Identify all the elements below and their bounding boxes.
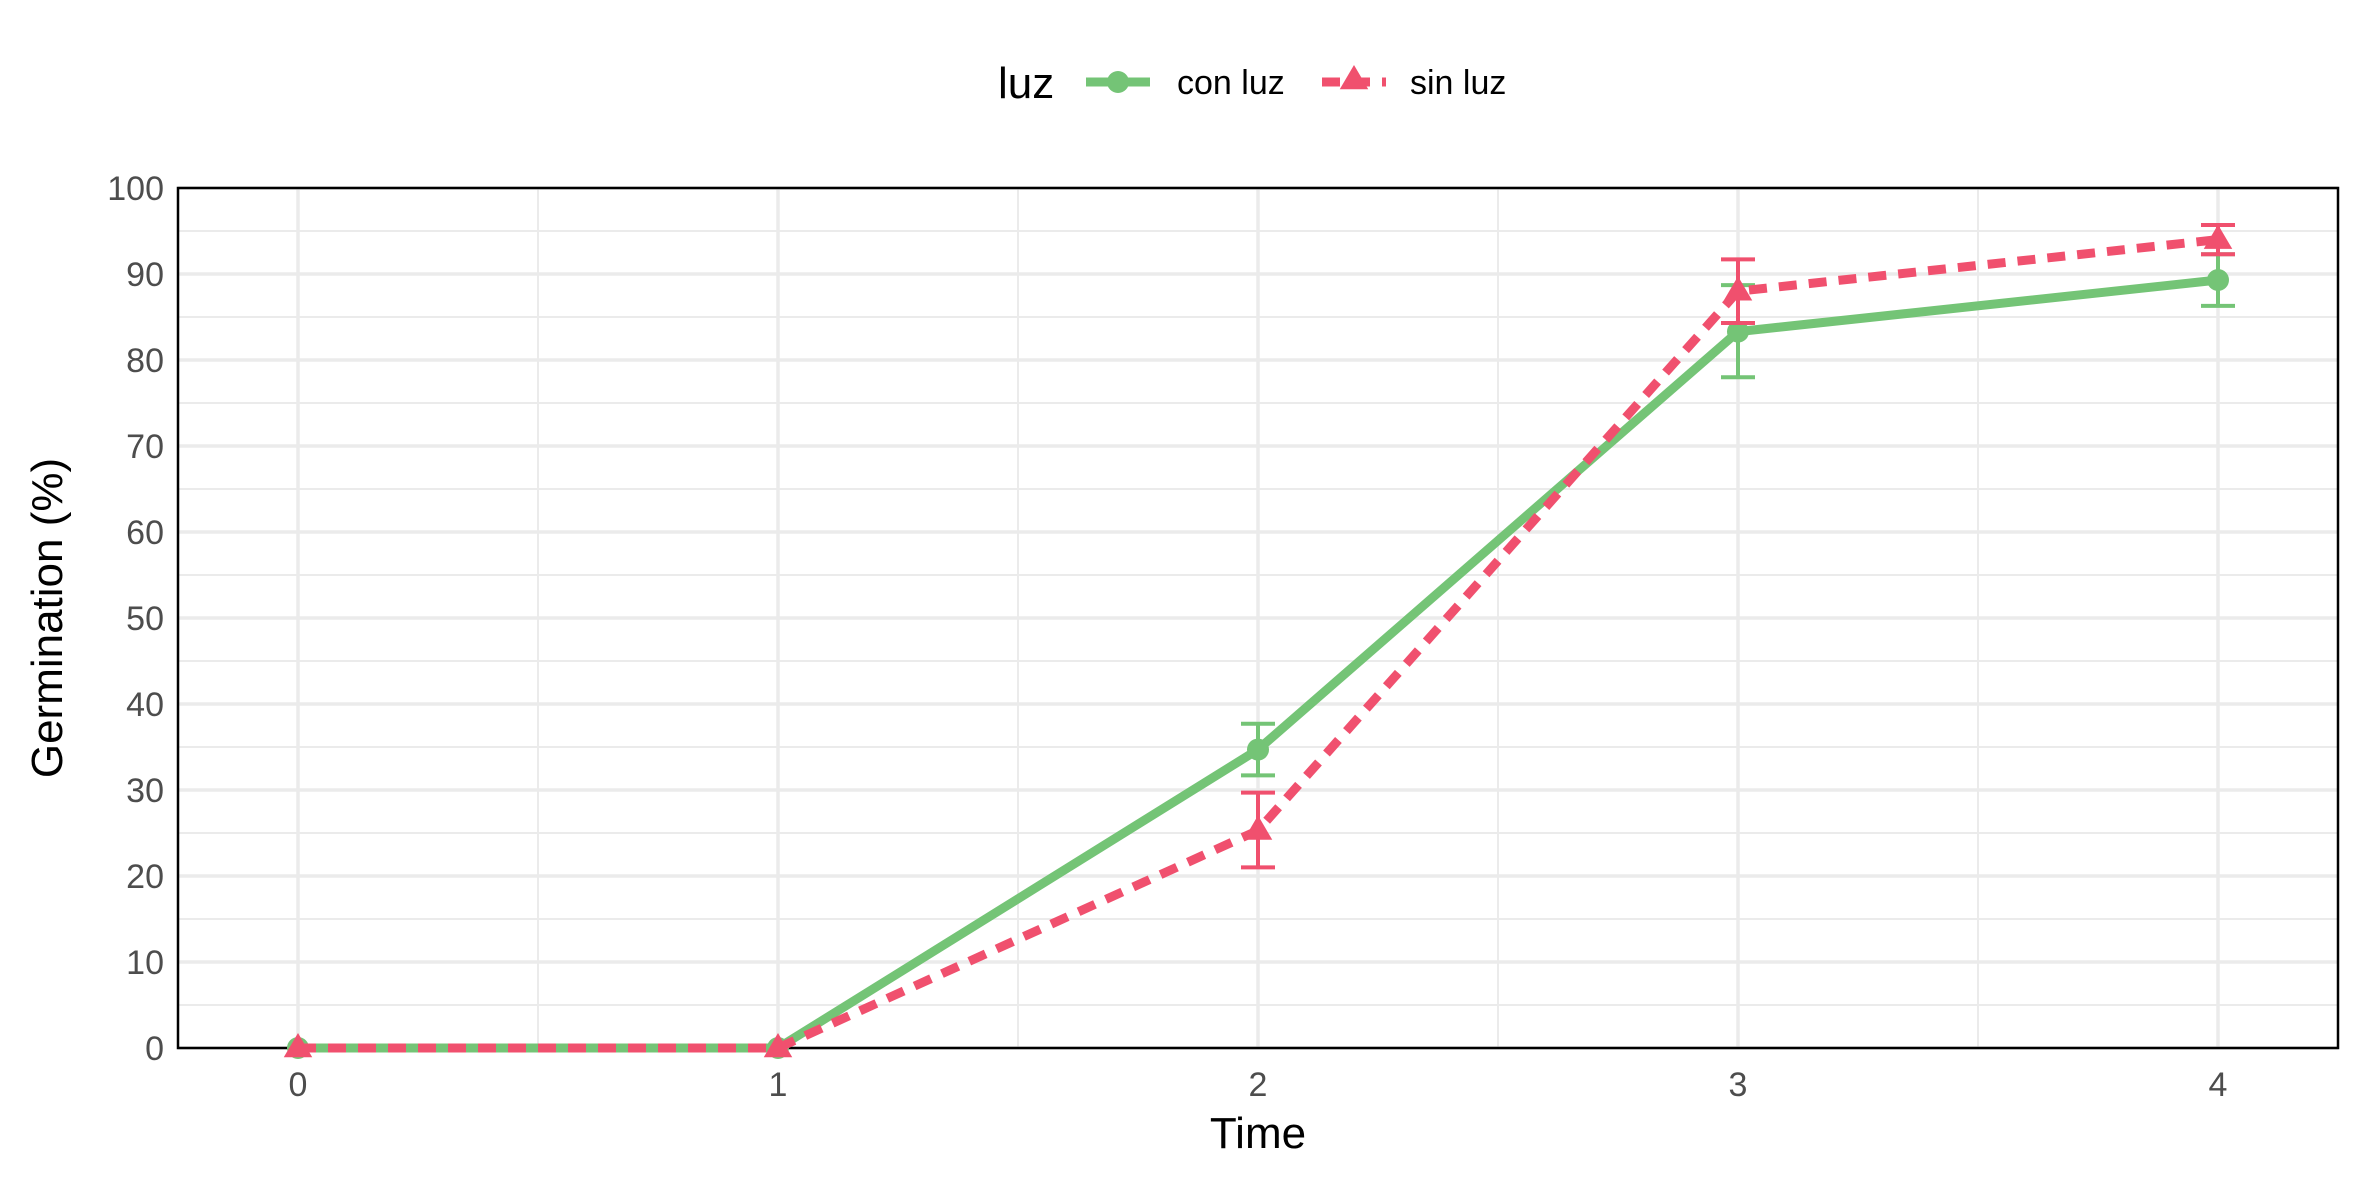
y-tick-label: 20 <box>126 858 164 896</box>
y-tick-label: 40 <box>126 686 164 724</box>
tick-labels: 0 10 20 30 40 50 60 70 80 90 100 0 1 2 3 4 <box>107 170 2227 1104</box>
series-con-luz <box>287 252 2235 1059</box>
y-tick-label: 100 <box>107 170 164 208</box>
legend-key-marker <box>1107 71 1129 93</box>
y-axis-title: Germination (%) <box>23 458 72 778</box>
x-tick-label: 2 <box>1249 1066 1268 1104</box>
data-point <box>1727 320 1749 343</box>
data-point <box>1243 815 1273 840</box>
y-tick-label: 60 <box>126 514 164 552</box>
legend-label: sin luz <box>1410 64 1506 102</box>
plot-panel-border <box>176 186 2340 1050</box>
data-point <box>2207 269 2229 292</box>
y-tick-label: 50 <box>126 600 164 638</box>
data-point <box>1247 738 1269 761</box>
x-tick-label: 0 <box>289 1066 308 1104</box>
data-point <box>2203 224 2233 249</box>
series-sin-luz <box>283 222 2235 1058</box>
legend-key-marker <box>1339 65 1369 90</box>
y-tick-label: 10 <box>126 944 164 982</box>
x-tick-label: 4 <box>2209 1066 2228 1104</box>
y-tick-label: 70 <box>126 428 164 466</box>
legend-title: luz <box>998 59 1054 108</box>
data-point <box>763 1033 793 1058</box>
legend-items: con luz sin luz <box>1086 64 1506 102</box>
data-point <box>283 1033 313 1058</box>
legend-item: con luz <box>1086 64 1285 102</box>
y-tick-label: 30 <box>126 772 164 810</box>
legend: luz con luz sin luz <box>998 59 1506 108</box>
x-tick-label: 1 <box>769 1066 788 1104</box>
legend-label: con luz <box>1177 64 1285 102</box>
data-point <box>1723 276 1753 301</box>
series-layer <box>283 222 2235 1059</box>
legend-item: sin luz <box>1322 64 1506 102</box>
y-tick-label: 80 <box>126 342 164 380</box>
x-tick-label: 3 <box>1729 1066 1748 1104</box>
y-tick-label: 0 <box>145 1030 164 1068</box>
grid <box>178 186 2338 1050</box>
y-tick-label: 90 <box>126 256 164 294</box>
x-axis-title: Time <box>1210 1109 1306 1158</box>
